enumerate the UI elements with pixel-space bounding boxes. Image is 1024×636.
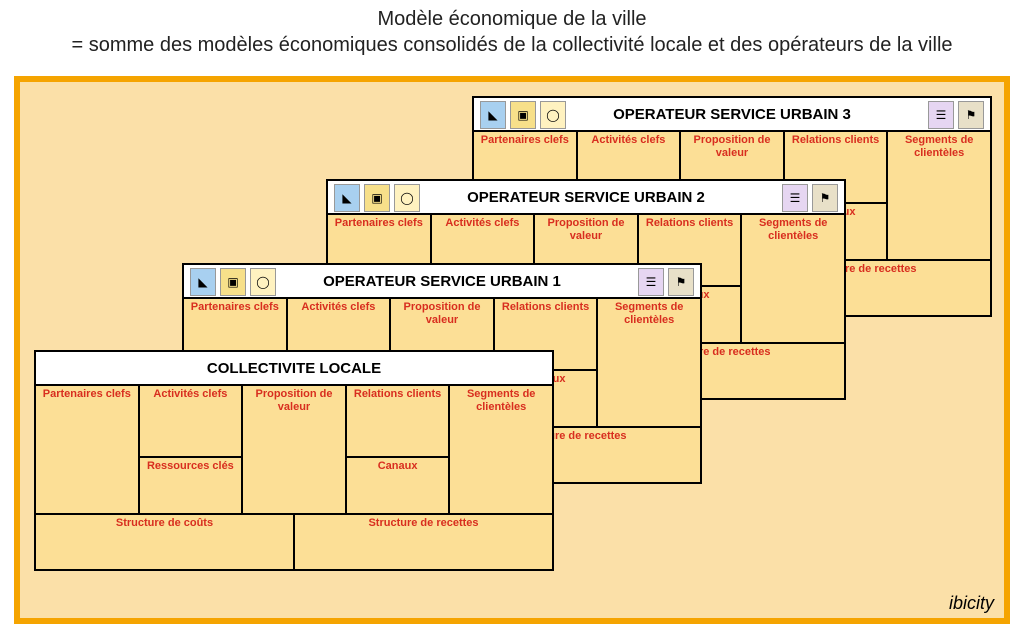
cell-segments: Segments de clientèles — [598, 299, 700, 426]
title-line-1: Modèle économique de la ville — [10, 6, 1014, 32]
canvas-title: COLLECTIVITE LOCALE — [207, 360, 381, 377]
mini-icon: ◯ — [394, 184, 420, 212]
canvas-title: OPERATEUR SERVICE URBAIN 2 — [467, 189, 705, 206]
cell-segments: Segments de clientèles — [888, 132, 990, 259]
canvas-header: COLLECTIVITE LOCALE — [34, 350, 554, 386]
mini-icon: ◯ — [540, 101, 566, 129]
canvas-title: OPERATEUR SERVICE URBAIN 1 — [323, 273, 561, 290]
canvas-title: OPERATEUR SERVICE URBAIN 3 — [613, 106, 851, 123]
mini-icon: ⚑ — [958, 101, 984, 129]
cell-proposition: Proposition de valeur — [243, 386, 345, 513]
header-icons-left: ◣▣◯ — [480, 101, 566, 129]
mini-icon: ◣ — [480, 101, 506, 129]
header-icons-right: ☰⚑ — [638, 268, 694, 296]
canvas-header: ◣▣◯ OPERATEUR SERVICE URBAIN 2 ☰⚑ — [326, 179, 846, 215]
cell-activites: Activités clefs — [140, 386, 242, 456]
mini-icon: ⚑ — [668, 268, 694, 296]
canvas-bottom: Structure de coûtsStructure de recettes — [34, 515, 554, 571]
cell-canaux: Canaux — [347, 458, 449, 513]
mini-icon: ▣ — [510, 101, 536, 129]
mini-icon: ⚑ — [812, 184, 838, 212]
business-model-canvas: COLLECTIVITE LOCALE Partenaires clefsActi… — [34, 350, 554, 571]
mini-icon: ▣ — [364, 184, 390, 212]
mini-icon: ☰ — [782, 184, 808, 212]
mini-icon: ▣ — [220, 268, 246, 296]
mini-icon: ◣ — [190, 268, 216, 296]
brand-logo: ibicity — [949, 593, 994, 614]
mini-icon: ◣ — [334, 184, 360, 212]
cell-segments: Segments de clientèles — [742, 215, 844, 342]
header-icons-right: ☰⚑ — [782, 184, 838, 212]
cell-ressources: Ressources clés — [140, 458, 242, 513]
mini-icon: ◯ — [250, 268, 276, 296]
cell-partenaires: Partenaires clefs — [36, 386, 138, 513]
title-line-2: = somme des modèles économiques consolid… — [10, 32, 1014, 58]
header-icons-left: ◣▣◯ — [190, 268, 276, 296]
mini-icon: ☰ — [638, 268, 664, 296]
cell-relations: Relations clients — [347, 386, 449, 456]
cell-segments: Segments de clientèles — [450, 386, 552, 513]
header-icons-left: ◣▣◯ — [334, 184, 420, 212]
canvas-grid: Partenaires clefsActivités clefsProposit… — [34, 386, 554, 515]
main-frame: ibicity ◣▣◯OPERATEUR SERVICE URBAIN 3☰⚑P… — [14, 76, 1010, 624]
title-block: Modèle économique de la ville = somme de… — [0, 0, 1024, 68]
header-icons-right: ☰⚑ — [928, 101, 984, 129]
cell-couts: Structure de coûts — [36, 515, 293, 569]
canvas-header: ◣▣◯ OPERATEUR SERVICE URBAIN 1 ☰⚑ — [182, 263, 702, 299]
mini-icon: ☰ — [928, 101, 954, 129]
canvas-header: ◣▣◯ OPERATEUR SERVICE URBAIN 3 ☰⚑ — [472, 96, 992, 132]
cell-recettes: Structure de recettes — [295, 515, 552, 569]
